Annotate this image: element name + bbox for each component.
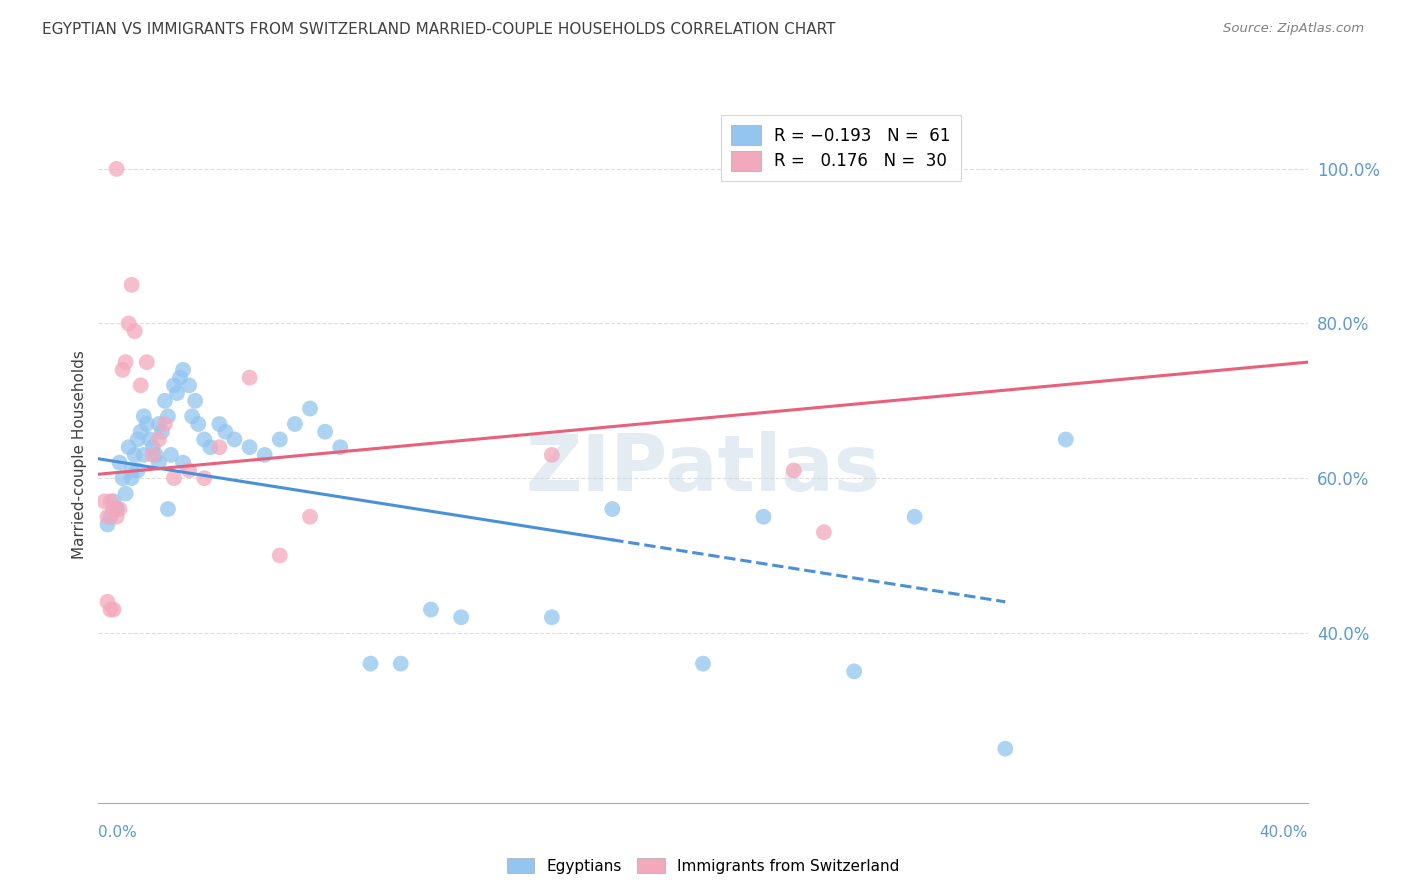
Point [214,425,236,439]
Point [200,440,222,454]
Point [100,509,122,524]
Point [994,741,1017,756]
Point [108,502,131,516]
Point [193,433,215,447]
Point [100,494,122,508]
Point [540,610,562,624]
Legend: R = −0.193   N =  61, R =   0.176   N =  30: R = −0.193 N = 61, R = 0.176 N = 30 [721,115,960,180]
Legend: Egyptians, Immigrants from Switzerland: Egyptians, Immigrants from Switzerland [501,852,905,880]
Point [184,393,207,408]
Point [284,417,307,431]
Point [166,386,188,401]
Point [169,370,191,384]
Point [118,317,141,331]
Point [844,665,866,679]
Point [299,509,322,524]
Y-axis label: Married-couple Households: Married-couple Households [72,351,87,559]
Point [142,448,165,462]
Point [93,494,115,508]
Point [389,657,412,671]
Point [105,509,128,524]
Point [602,502,624,516]
Text: Source: ZipAtlas.com: Source: ZipAtlas.com [1223,22,1364,36]
Point [813,525,835,540]
Point [179,463,201,477]
Point [132,448,155,462]
Point [148,433,170,447]
Text: EGYPTIAN VS IMMIGRANTS FROM SWITZERLAND MARRIED-COUPLE HOUSEHOLDS CORRELATION CH: EGYPTIAN VS IMMIGRANTS FROM SWITZERLAND … [42,22,835,37]
Point [153,393,176,408]
Point [124,324,146,338]
Point [129,378,152,392]
Point [132,409,155,424]
Point [121,463,143,477]
Point [692,657,714,671]
Point [127,463,149,477]
Point [103,502,125,516]
Text: ZIPatlas: ZIPatlas [526,431,880,507]
Point [172,456,194,470]
Point [148,456,170,470]
Point [163,471,186,485]
Point [96,509,118,524]
Point [239,440,262,454]
Point [96,595,118,609]
Point [224,433,246,447]
Text: 40.0%: 40.0% [1260,825,1308,840]
Point [124,448,146,462]
Point [420,602,443,616]
Point [156,502,179,516]
Point [160,448,183,462]
Point [153,417,176,431]
Point [179,378,201,392]
Point [118,440,141,454]
Point [208,440,231,454]
Point [129,425,152,439]
Point [269,433,291,447]
Point [450,610,472,624]
Point [142,440,165,454]
Point [172,363,194,377]
Point [314,425,336,439]
Point [108,456,131,470]
Text: 0.0%: 0.0% [98,825,138,840]
Point [145,448,167,462]
Point [103,602,125,616]
Point [360,657,382,671]
Point [105,502,128,516]
Point [752,509,775,524]
Point [114,486,136,500]
Point [163,378,186,392]
Point [269,549,291,563]
Point [782,463,804,477]
Point [329,440,352,454]
Point [187,417,209,431]
Point [105,502,128,516]
Point [100,602,122,616]
Point [181,409,204,424]
Point [111,471,134,485]
Point [540,448,562,462]
Point [111,363,134,377]
Point [150,425,173,439]
Point [239,370,262,384]
Point [114,355,136,369]
Point [103,494,125,508]
Point [135,417,157,431]
Point [96,517,118,532]
Point [253,448,276,462]
Point [904,509,927,524]
Point [156,409,179,424]
Point [299,401,322,416]
Point [121,277,143,292]
Point [139,433,162,447]
Point [105,161,128,176]
Point [148,417,170,431]
Point [121,471,143,485]
Point [127,433,149,447]
Point [135,355,157,369]
Point [193,471,215,485]
Point [208,417,231,431]
Point [1054,433,1077,447]
